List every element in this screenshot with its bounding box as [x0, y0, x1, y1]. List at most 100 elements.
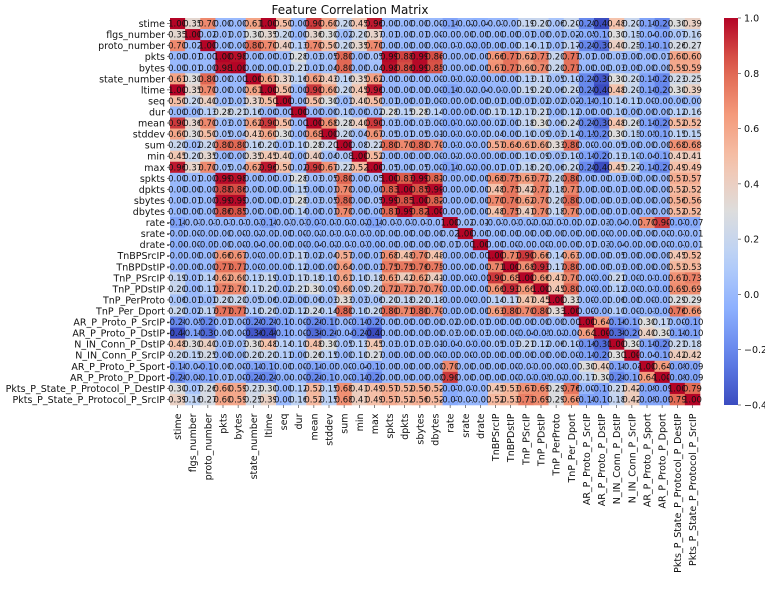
heatmap-cell-value: 0.00: [168, 208, 187, 218]
x-tick-label: ltime: [264, 413, 275, 437]
heatmap-cell: [684, 128, 701, 140]
heatmap-cell: [230, 327, 247, 339]
heatmap-cell: [397, 327, 413, 339]
heatmap-cell-value: 0.05: [365, 53, 384, 63]
heatmap-cell-value: 0.64: [592, 318, 611, 328]
heatmap-cell: [382, 150, 398, 163]
heatmap-cell: [578, 371, 595, 384]
heatmap-cell: [412, 349, 428, 362]
heatmap-cell-value: 0.00: [456, 373, 475, 383]
heatmap-cell: [170, 371, 186, 384]
heatmap-cell-value: 0.00: [456, 329, 475, 339]
heatmap-cell: [472, 139, 489, 151]
heatmap-cell: [548, 360, 565, 373]
heatmap-cell-value: 0.05: [320, 174, 339, 184]
heatmap-cell-value: 0.20: [168, 141, 187, 151]
heatmap-cell: [563, 172, 580, 185]
heatmap-cell: [563, 261, 580, 273]
heatmap-cell-value: 0.09: [350, 285, 369, 295]
heatmap-cell-value: 0.29: [547, 384, 566, 394]
heatmap-cell-value: 0.13: [244, 274, 263, 284]
heatmap-cell: [503, 172, 519, 185]
heatmap-cell: [488, 316, 504, 328]
heatmap-cell: [276, 217, 292, 229]
heatmap-cell: [336, 205, 353, 218]
heatmap-cell: [185, 316, 201, 328]
heatmap-cell: [260, 161, 277, 174]
heatmap-cell-value: 0.49: [365, 384, 384, 394]
heatmap-cell: [624, 84, 640, 96]
heatmap-cell-value: 0.00: [410, 230, 429, 240]
heatmap-cell-value: 0.01: [183, 274, 202, 284]
heatmap-cell-value: 0.20: [562, 163, 581, 173]
heatmap-cell: [366, 150, 383, 163]
heatmap-cell-value: 0.00: [244, 174, 263, 184]
heatmap-cell: [578, 51, 595, 63]
heatmap-cell: [442, 382, 459, 395]
heatmap-cell: [503, 73, 519, 85]
heatmap-cell-value: -0.10: [439, 163, 461, 173]
heatmap-cell: [412, 360, 428, 373]
heatmap-cell-value: -0.05: [318, 362, 340, 372]
heatmap-cell: [185, 327, 201, 339]
heatmap-cell: [533, 360, 549, 373]
heatmap-cell-value: -0.10: [591, 31, 613, 41]
heatmap-cell-value: 0.39: [683, 86, 702, 96]
heatmap-cell: [472, 172, 489, 185]
heatmap-cell: [412, 261, 428, 273]
heatmap-cell-value: 0.13: [198, 108, 217, 118]
heatmap-cell-value: 0.01: [365, 263, 384, 273]
heatmap-cell: [669, 371, 686, 384]
heatmap-cell: [518, 349, 534, 362]
heatmap-cell: [624, 338, 640, 351]
heatmap-cell-value: 0.00: [653, 252, 672, 262]
heatmap-cell: [563, 51, 580, 63]
heatmap-cell: [427, 360, 443, 373]
heatmap-cell: [442, 84, 459, 96]
heatmap-cell: [260, 106, 277, 118]
heatmap-cell-value: 0.85: [410, 185, 429, 195]
heatmap-cell-value: -0.01: [485, 219, 507, 229]
heatmap-cell-value: 0.20: [622, 20, 641, 30]
heatmap-cell-value: 0.35: [244, 152, 263, 162]
heatmap-cell: [170, 128, 186, 140]
heatmap-cell: [366, 62, 383, 74]
heatmap-cell: [170, 161, 186, 174]
heatmap-cell-value: 0.59: [668, 64, 687, 74]
heatmap-cell-value: 0.10: [607, 108, 626, 118]
heatmap-cell: [503, 250, 519, 262]
heatmap-cell-value: 0.01: [607, 208, 626, 218]
heatmap-cell: [578, 338, 595, 351]
heatmap-cell-value: 0.20: [547, 53, 566, 63]
heatmap-cell: [397, 106, 413, 118]
heatmap-cell-value: 0.04: [350, 130, 369, 140]
heatmap-cell: [351, 393, 368, 406]
heatmap-cell: [684, 29, 701, 41]
heatmap-cell: [563, 360, 580, 373]
heatmap-cell: [427, 73, 443, 85]
heatmap-cell-value: 0.00: [456, 31, 475, 41]
heatmap-cell-value: 0.30: [274, 130, 293, 140]
heatmap-cell-value: 0.69: [683, 285, 702, 295]
heatmap-cell: [548, 228, 565, 240]
heatmap-cell-value: 0.00: [486, 31, 505, 41]
y-tick-label: dur: [149, 107, 165, 118]
heatmap-cell: [578, 139, 595, 151]
heatmap-cell-value: -0.08: [182, 373, 204, 383]
heatmap-cell-value: 0.00: [335, 318, 354, 328]
heatmap-cell: [366, 327, 383, 339]
x-tick-label: AR_P_Proto_P_DstIP: [597, 413, 608, 506]
heatmap-cell-value: 0.00: [653, 208, 672, 218]
heatmap-cell-value: 0.60: [532, 141, 551, 151]
heatmap-cell-value: 0.80: [410, 141, 429, 151]
heatmap-cell-value: -0.02: [454, 75, 476, 85]
heatmap-cell-value: 0.01: [380, 31, 399, 41]
heatmap-cell-value: -0.09: [651, 395, 673, 405]
heatmap-cell-value: -0.20: [651, 340, 673, 350]
y-tick-label: AR_P_Proto_P_DstIP: [72, 329, 165, 340]
heatmap-cell: [609, 106, 625, 118]
heatmap-cell-value: 0.00: [592, 196, 611, 206]
heatmap-cell: [533, 217, 549, 229]
heatmap-cell: [412, 62, 428, 74]
heatmap-cell: [457, 183, 474, 196]
